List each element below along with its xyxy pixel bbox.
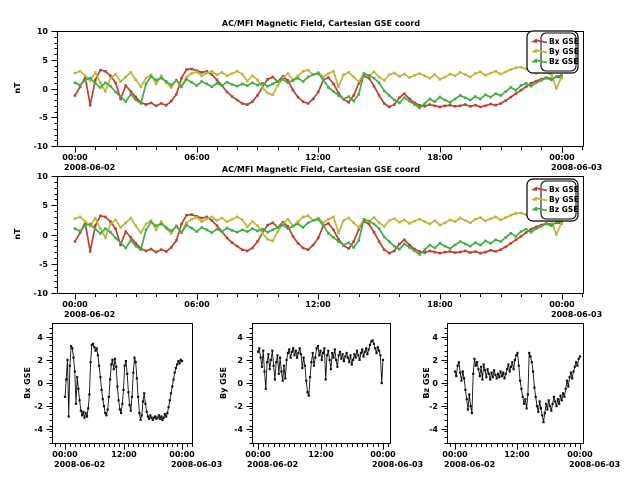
x-tick-label: 00:00 <box>62 300 88 309</box>
legend-entry-bz-gse: Bz GSE <box>531 57 578 66</box>
x-tick-date-label: 2008-06-03 <box>171 460 222 469</box>
x-tick-label: 12:00 <box>305 300 331 309</box>
x-tick-label: 00:00 <box>549 300 575 309</box>
y-tick-label: 0 <box>432 379 438 388</box>
chart-title: AC/MFI Magnetic Field, Cartesian GSE coo… <box>222 19 421 28</box>
series-markers-by-gse <box>256 339 385 397</box>
x-tick-label: 12:00 <box>308 450 334 459</box>
series-markers-by-gse <box>73 65 563 97</box>
x-tick-label: 00:00 <box>370 450 396 459</box>
y-tick-label: 5 <box>42 201 48 210</box>
x-tick-label: 00:00 <box>62 153 88 162</box>
x-tick-date-label: 2008-06-03 <box>551 310 602 319</box>
y-tick-label: -4 <box>34 425 43 434</box>
x-tick-label: 00:00 <box>245 450 271 459</box>
y-tick-label: 0 <box>37 379 43 388</box>
y-tick-label: 0 <box>42 231 48 240</box>
y-tick-label: -5 <box>39 260 48 269</box>
axes <box>51 176 584 300</box>
y-tick-label: 0 <box>237 379 243 388</box>
y-tick-label: 5 <box>42 56 48 65</box>
legend-label: Bz GSE <box>549 205 578 214</box>
y-axis-label: nT <box>13 82 22 94</box>
x-tick-date-label: 2008-06-03 <box>551 163 602 172</box>
x-tick-date-label: 2008-06-02 <box>64 310 115 319</box>
y-axis-label: Bz GSE <box>422 367 431 398</box>
legend-label: Bz GSE <box>549 57 578 66</box>
legend-marker-line-icon <box>534 49 548 54</box>
y-tick-label: 4 <box>237 333 243 342</box>
y-tick-label: 2 <box>37 356 43 365</box>
chart-title: AC/MFI Magnetic Field, Cartesian GSE coo… <box>222 165 421 174</box>
axes <box>46 323 193 450</box>
x-tick-label: 12:00 <box>305 153 331 162</box>
y-tick-label: -2 <box>429 402 438 411</box>
legend-label: Bx GSE <box>549 185 579 194</box>
legend-label: Bx GSE <box>549 37 579 46</box>
x-tick-label: 00:00 <box>567 450 593 459</box>
legend-marker-line-icon <box>534 39 548 44</box>
y-tick-label: -10 <box>34 142 49 151</box>
x-tick-label: 18:00 <box>427 153 453 162</box>
legend-entry-by-gse: By GSE <box>531 47 579 56</box>
y-tick-label: -2 <box>34 402 43 411</box>
legend-entry-bx-gse: Bx GSE <box>531 37 579 46</box>
x-tick-label: 06:00 <box>184 153 210 162</box>
x-tick-label: 00:00 <box>169 450 195 459</box>
legend-marker-line-icon <box>534 207 548 212</box>
y-tick-label: -4 <box>234 425 243 434</box>
x-tick-label: 12:00 <box>111 450 137 459</box>
x-tick-label: 00:00 <box>442 450 468 459</box>
y-tick-label: 2 <box>237 356 243 365</box>
axes <box>441 323 584 450</box>
x-tick-label: 00:00 <box>52 450 78 459</box>
series-markers-by-gse <box>73 211 563 243</box>
axes <box>246 323 391 450</box>
x-tick-label: 06:00 <box>184 300 210 309</box>
legend-label: By GSE <box>549 195 579 204</box>
y-tick-label: 10 <box>37 172 49 181</box>
legend-marker-line-icon <box>534 197 548 202</box>
y-tick-label: 4 <box>432 333 438 342</box>
legend-entry-by-gse: By GSE <box>531 195 579 204</box>
x-tick-label: 12:00 <box>504 450 530 459</box>
y-tick-label: 10 <box>37 27 49 36</box>
y-tick-label: -10 <box>34 289 49 298</box>
legend-label: By GSE <box>549 47 579 56</box>
axes <box>51 31 584 153</box>
x-tick-date-label: 2008-06-03 <box>372 460 423 469</box>
legend-marker-line-icon <box>534 187 548 192</box>
x-tick-label: 00:00 <box>549 153 575 162</box>
legend-entry-bz-gse: Bz GSE <box>531 205 578 214</box>
legend-entry-bx-gse: Bx GSE <box>531 185 579 194</box>
x-tick-date-label: 2008-06-02 <box>64 163 115 172</box>
y-axis-label: nT <box>13 228 22 240</box>
y-tick-label: -5 <box>39 113 48 122</box>
x-tick-date-label: 2008-06-02 <box>247 460 298 469</box>
x-tick-date-label: 2008-06-03 <box>569 460 620 469</box>
x-tick-date-label: 2008-06-02 <box>444 460 495 469</box>
y-tick-label: 0 <box>42 85 48 94</box>
y-tick-label: -2 <box>234 402 243 411</box>
x-tick-date-label: 2008-06-02 <box>54 460 105 469</box>
y-axis-label: Bx GSE <box>23 367 32 399</box>
y-tick-label: -4 <box>429 425 438 434</box>
series-markers-bz-gse <box>453 351 582 424</box>
y-tick-label: 4 <box>37 333 43 342</box>
y-tick-label: 2 <box>432 356 438 365</box>
legend-marker-line-icon <box>534 59 548 64</box>
y-axis-label: By GSE <box>219 367 228 399</box>
x-tick-label: 18:00 <box>427 300 453 309</box>
